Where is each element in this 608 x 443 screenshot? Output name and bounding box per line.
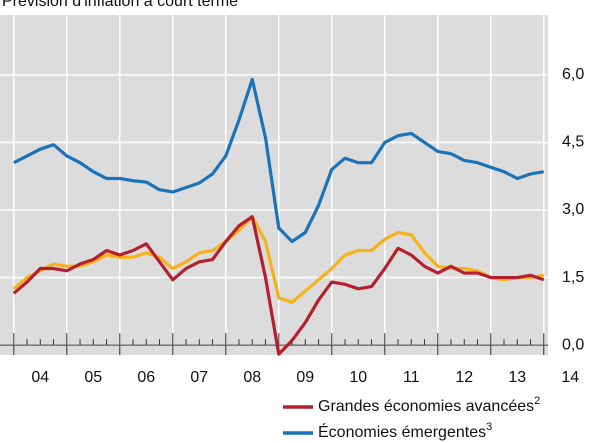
- x-tick-label: 11: [403, 369, 420, 386]
- series-line: [13, 77, 545, 244]
- x-tick-label: 14: [561, 369, 579, 386]
- series-line: [12, 215, 545, 356]
- x-tick-label: 04: [31, 369, 49, 386]
- x-tick-label: 07: [190, 369, 208, 386]
- legend-footnote: 3: [486, 421, 492, 433]
- legend-label: Grandes économies avancées2: [318, 395, 540, 415]
- legend-name: Grandes économies avancées: [318, 398, 534, 415]
- y-tick-label: 0,0: [562, 336, 584, 353]
- y-tick-label: 3,0: [562, 201, 584, 218]
- legend-footnote: 2: [534, 395, 540, 407]
- legend-label: Économies émergentes3: [318, 421, 492, 441]
- legend-name: Économies émergentes: [318, 422, 486, 441]
- x-tick-label: 05: [84, 369, 102, 386]
- chart-title: Prévision d'inflation à court terme: [2, 0, 238, 10]
- x-tick-label: 06: [137, 369, 155, 386]
- y-tick-label: 4,5: [562, 134, 584, 151]
- x-tick-label: 09: [296, 369, 314, 386]
- y-tick-label: 6,0: [562, 66, 584, 83]
- x-tick-label: 12: [455, 369, 473, 386]
- y-tick-label: 1,5: [562, 269, 584, 286]
- x-tick-label: 13: [508, 369, 526, 386]
- x-tick-label: 08: [243, 369, 261, 386]
- x-tick-label: 10: [349, 369, 367, 386]
